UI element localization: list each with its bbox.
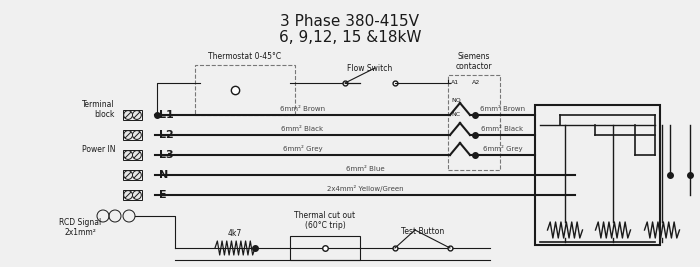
Circle shape — [132, 151, 141, 159]
Bar — [123, 150, 142, 160]
Text: Flow Switch: Flow Switch — [347, 64, 393, 73]
Text: Siemens
contactor: Siemens contactor — [456, 52, 492, 71]
Circle shape — [124, 131, 132, 139]
Text: 6mm² Brown: 6mm² Brown — [480, 106, 525, 112]
Text: 4k7: 4k7 — [228, 229, 242, 238]
Text: NC: NC — [451, 112, 460, 117]
Circle shape — [132, 111, 141, 119]
Text: 6mm² Brown: 6mm² Brown — [280, 106, 325, 112]
Text: A1: A1 — [451, 80, 459, 84]
Circle shape — [124, 151, 132, 159]
Text: L3: L3 — [159, 150, 174, 160]
Text: N: N — [159, 170, 168, 180]
Bar — [123, 170, 142, 180]
Circle shape — [124, 191, 132, 199]
Circle shape — [124, 111, 132, 119]
Text: 6mm² Grey: 6mm² Grey — [483, 145, 522, 152]
Text: NO: NO — [451, 97, 461, 103]
Text: RCD Signal
2x1mm²: RCD Signal 2x1mm² — [59, 218, 101, 237]
Text: 6, 9,12, 15 &18kW: 6, 9,12, 15 &18kW — [279, 30, 421, 45]
Circle shape — [132, 191, 141, 199]
Text: L2: L2 — [159, 130, 174, 140]
Circle shape — [132, 171, 141, 179]
Text: E: E — [159, 190, 167, 200]
Text: Power IN: Power IN — [81, 146, 115, 155]
Circle shape — [132, 131, 141, 139]
Bar — [123, 110, 142, 120]
Bar — [195, 65, 295, 115]
Text: L1: L1 — [159, 110, 174, 120]
Bar — [123, 130, 142, 140]
Text: Terminal
block: Terminal block — [83, 100, 115, 119]
Bar — [535, 105, 660, 245]
Text: 6mm² Blue: 6mm² Blue — [346, 166, 384, 172]
Text: Thermostat 0-45°C: Thermostat 0-45°C — [209, 52, 281, 61]
Text: 6mm² Grey: 6mm² Grey — [283, 145, 322, 152]
Circle shape — [124, 171, 132, 179]
Text: 3 Phase 380-415V: 3 Phase 380-415V — [281, 14, 419, 29]
Text: Test Button: Test Button — [401, 227, 444, 236]
Bar — [123, 190, 142, 200]
Text: 6mm² Black: 6mm² Black — [281, 126, 323, 132]
Bar — [290, 236, 360, 260]
Text: A2: A2 — [472, 80, 480, 84]
Text: 6mm² Black: 6mm² Black — [482, 126, 524, 132]
Text: 2x4mm² Yellow/Green: 2x4mm² Yellow/Green — [327, 185, 403, 192]
Bar — [448, 75, 500, 170]
Text: Thermal cut out
(60°C trip): Thermal cut out (60°C trip) — [295, 211, 356, 230]
